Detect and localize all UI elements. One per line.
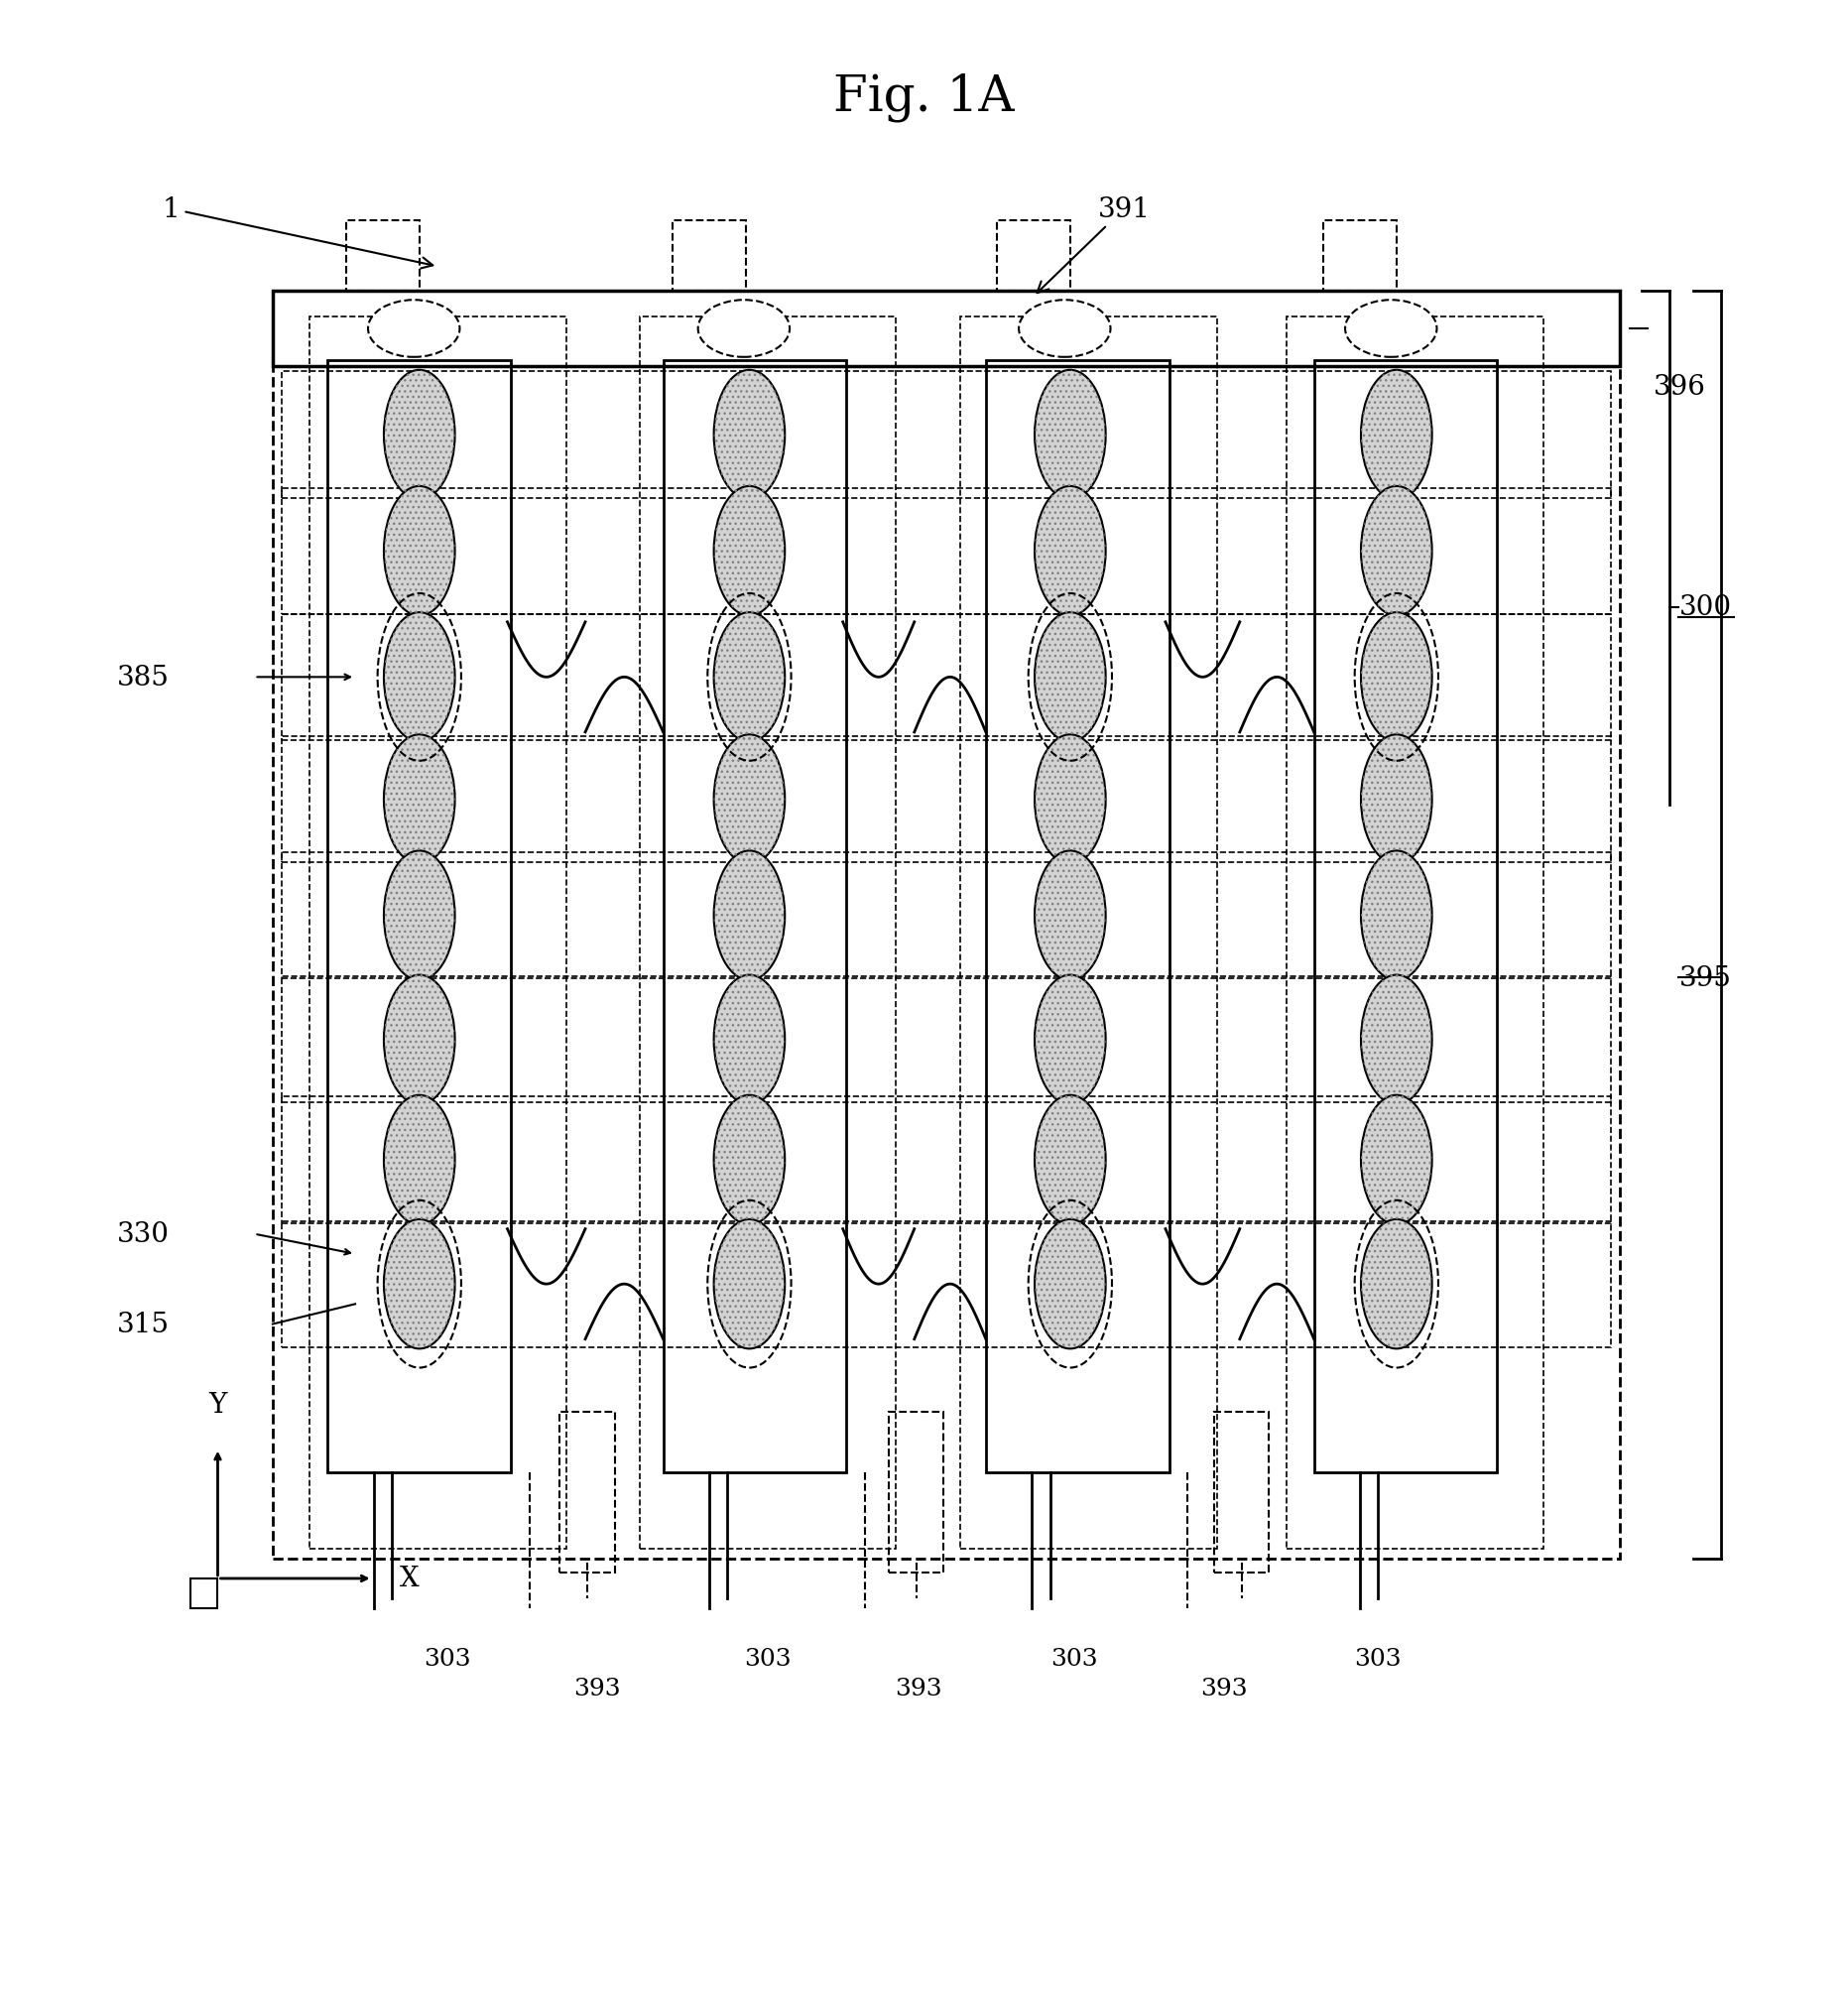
Ellipse shape bbox=[1361, 371, 1431, 500]
Ellipse shape bbox=[1361, 1220, 1431, 1349]
Ellipse shape bbox=[713, 613, 785, 742]
Ellipse shape bbox=[1361, 851, 1431, 980]
Ellipse shape bbox=[1034, 851, 1106, 980]
Ellipse shape bbox=[384, 976, 454, 1105]
Text: 393: 393 bbox=[1201, 1677, 1249, 1699]
Ellipse shape bbox=[1361, 976, 1431, 1105]
Text: Y: Y bbox=[209, 1391, 227, 1419]
Text: 303: 303 bbox=[1354, 1647, 1402, 1669]
Ellipse shape bbox=[384, 1220, 454, 1349]
Ellipse shape bbox=[1034, 486, 1106, 617]
Ellipse shape bbox=[1034, 1095, 1106, 1226]
Ellipse shape bbox=[368, 300, 460, 357]
Ellipse shape bbox=[384, 486, 454, 617]
Text: 303: 303 bbox=[744, 1647, 791, 1669]
Ellipse shape bbox=[384, 1095, 454, 1226]
Ellipse shape bbox=[713, 976, 785, 1105]
Text: 330: 330 bbox=[116, 1222, 170, 1248]
Ellipse shape bbox=[713, 851, 785, 980]
Text: 395: 395 bbox=[1679, 964, 1731, 992]
Text: 303: 303 bbox=[423, 1647, 471, 1669]
Text: 315: 315 bbox=[116, 1310, 170, 1339]
Ellipse shape bbox=[384, 851, 454, 980]
Ellipse shape bbox=[1034, 736, 1106, 865]
Ellipse shape bbox=[1361, 736, 1431, 865]
Ellipse shape bbox=[1345, 300, 1437, 357]
Text: X: X bbox=[401, 1564, 419, 1593]
Text: 300: 300 bbox=[1679, 595, 1731, 621]
Text: 303: 303 bbox=[1051, 1647, 1097, 1669]
Text: 385: 385 bbox=[116, 663, 170, 691]
Ellipse shape bbox=[1361, 1095, 1431, 1226]
Ellipse shape bbox=[713, 1095, 785, 1226]
Ellipse shape bbox=[1034, 1220, 1106, 1349]
Ellipse shape bbox=[1361, 613, 1431, 742]
Text: 393: 393 bbox=[894, 1677, 942, 1699]
Ellipse shape bbox=[1034, 371, 1106, 500]
Ellipse shape bbox=[713, 1220, 785, 1349]
Text: 1: 1 bbox=[163, 196, 432, 270]
Ellipse shape bbox=[384, 613, 454, 742]
Ellipse shape bbox=[698, 300, 791, 357]
Ellipse shape bbox=[1034, 613, 1106, 742]
Ellipse shape bbox=[1034, 976, 1106, 1105]
FancyBboxPatch shape bbox=[273, 290, 1620, 367]
Ellipse shape bbox=[384, 736, 454, 865]
Text: 396: 396 bbox=[1653, 373, 1705, 401]
Ellipse shape bbox=[713, 486, 785, 617]
Text: Fig. 1A: Fig. 1A bbox=[833, 73, 1014, 121]
Bar bbox=[190, 1579, 218, 1609]
Text: 393: 393 bbox=[574, 1677, 621, 1699]
Text: 391: 391 bbox=[1038, 196, 1151, 294]
Ellipse shape bbox=[713, 736, 785, 865]
Ellipse shape bbox=[1361, 486, 1431, 617]
Ellipse shape bbox=[1020, 300, 1110, 357]
Ellipse shape bbox=[713, 371, 785, 500]
Ellipse shape bbox=[384, 371, 454, 500]
